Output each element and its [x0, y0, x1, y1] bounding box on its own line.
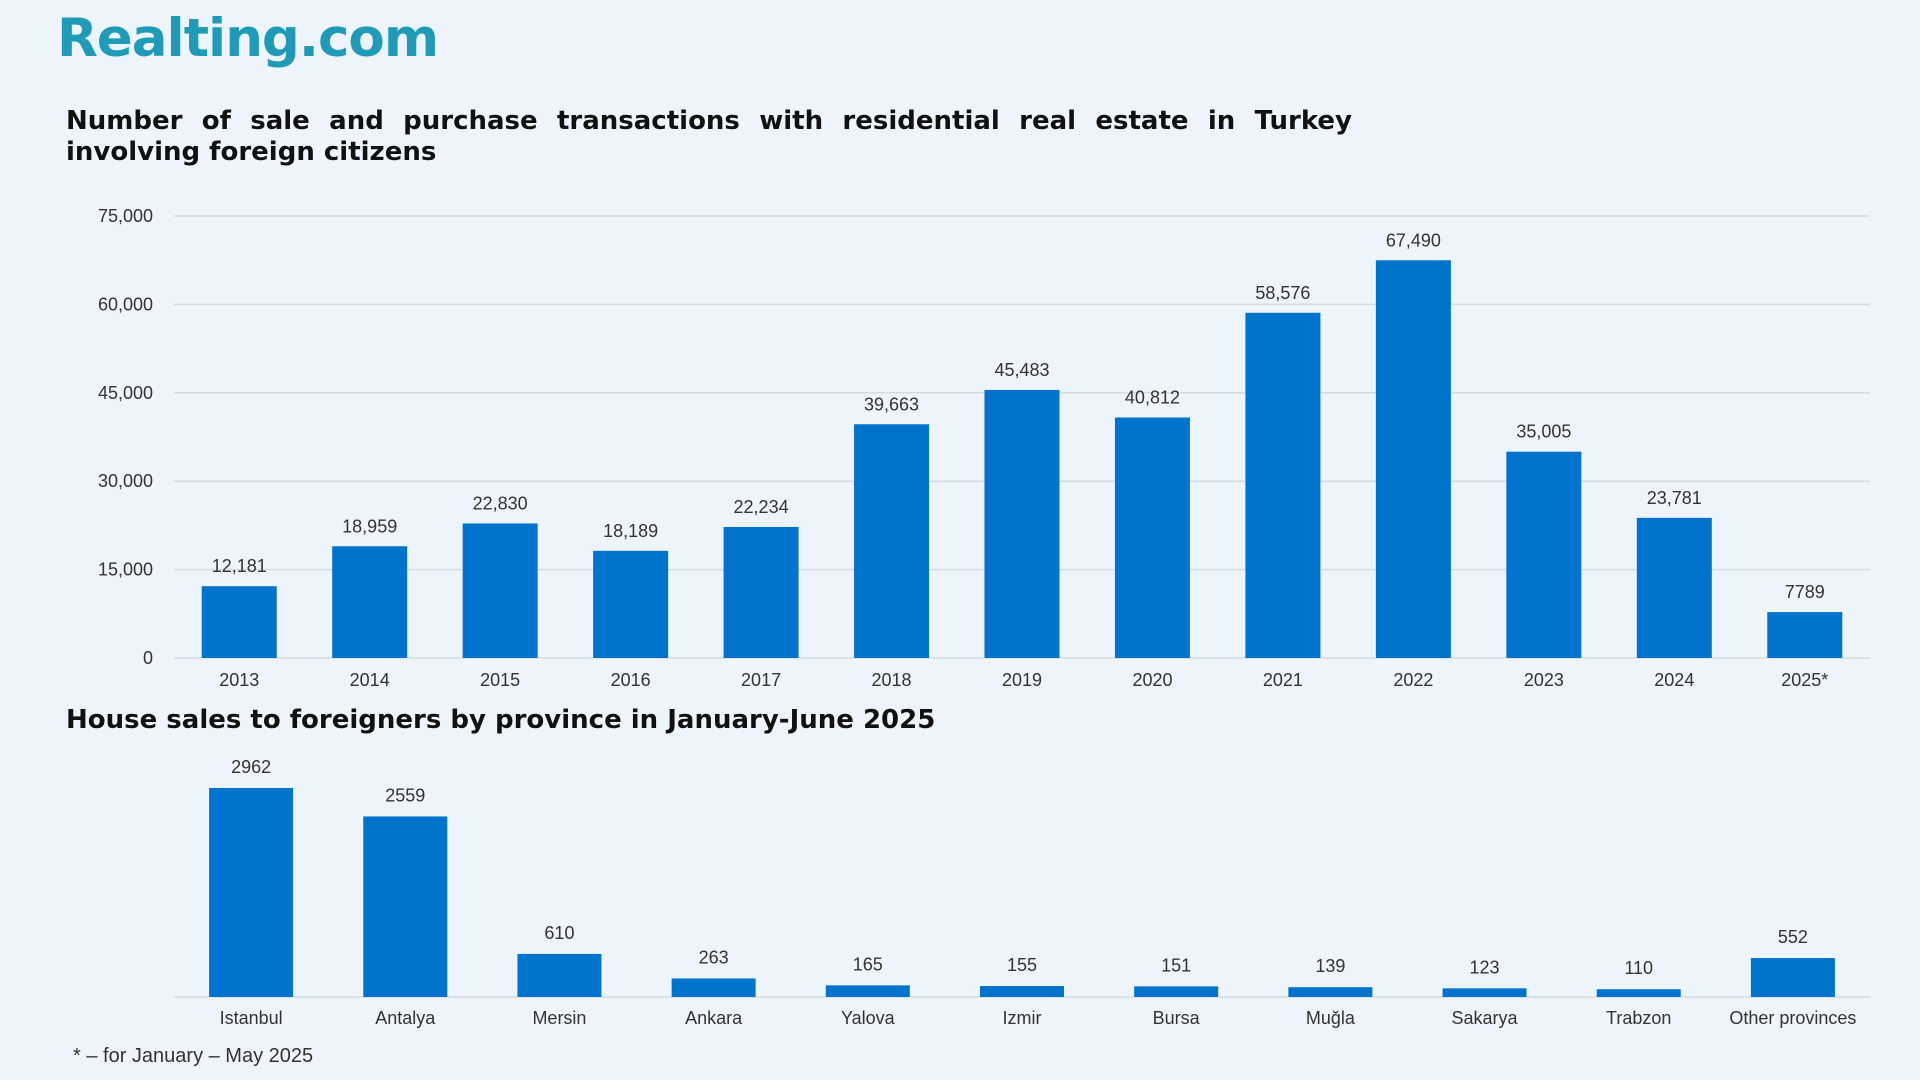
data-label: 151	[1161, 955, 1191, 975]
x-tick-label: 2021	[1263, 670, 1303, 690]
chart1-plot: 0 15,000 30,000 45,000 60,000 75,000 12,181 201…	[98, 206, 1870, 690]
x-tick-label: Trabzon	[1606, 1008, 1671, 1028]
x-tick-label: Muğla	[1306, 1008, 1356, 1028]
x-tick-label: 2022	[1393, 670, 1433, 690]
bar	[209, 788, 294, 997]
bar	[1750, 958, 1835, 997]
data-label: 610	[544, 923, 574, 943]
bar	[1636, 517, 1712, 658]
x-tick-label: 2020	[1132, 670, 1172, 690]
data-label: 58,576	[1255, 283, 1310, 303]
data-label: 263	[699, 947, 729, 967]
x-tick-label: 2024	[1654, 670, 1694, 690]
bar	[517, 953, 602, 997]
data-label: 123	[1470, 957, 1500, 977]
bar	[723, 526, 799, 658]
data-label: 39,663	[864, 394, 919, 414]
x-tick-label: Ankara	[685, 1008, 743, 1028]
data-label: 12,181	[212, 556, 267, 576]
bar	[1245, 312, 1321, 658]
x-tick-label: Istanbul	[220, 1008, 283, 1028]
x-tick-label: 2025*	[1781, 670, 1828, 690]
data-label: 18,959	[342, 516, 397, 536]
footnote: * – for January – May 2025	[73, 1045, 314, 1067]
bar	[1767, 612, 1843, 658]
data-label: 67,490	[1386, 230, 1441, 250]
bar	[854, 424, 930, 658]
data-label: 2962	[231, 757, 271, 777]
data-label: 165	[853, 954, 883, 974]
bar	[1596, 989, 1681, 997]
chart2-plot: 2962 Istanbul 2559 Antalya 610 Mersin 263 Ankar…	[174, 757, 1870, 1028]
y-tick-label: 15,000	[98, 560, 153, 580]
data-label: 155	[1007, 955, 1037, 975]
bar	[363, 816, 448, 997]
data-label: 552	[1778, 927, 1808, 947]
data-label: 22,830	[473, 493, 528, 513]
bar	[462, 523, 538, 658]
x-tick-label: 2018	[872, 670, 912, 690]
x-tick-label: 2015	[480, 670, 520, 690]
x-tick-label: 2023	[1524, 670, 1564, 690]
data-label: 35,005	[1516, 422, 1571, 442]
data-label: 40,812	[1125, 387, 1180, 407]
bar	[332, 546, 408, 658]
bar	[1506, 451, 1582, 658]
bar	[201, 586, 277, 658]
x-tick-label: 2016	[611, 670, 651, 690]
bar	[1288, 987, 1373, 997]
data-label: 45,483	[994, 360, 1049, 380]
bar	[1134, 986, 1219, 997]
data-label: 23,781	[1647, 488, 1702, 508]
data-label: 2559	[385, 785, 425, 805]
data-label: 7789	[1785, 582, 1825, 602]
data-label: 110	[1624, 958, 1653, 978]
y-tick-label: 75,000	[98, 206, 153, 226]
bar	[1375, 260, 1451, 658]
data-label: 22,234	[734, 497, 789, 517]
bar	[825, 985, 910, 997]
x-tick-label: Yalova	[841, 1008, 896, 1028]
x-tick-label: Izmir	[1003, 1008, 1042, 1028]
x-tick-label: Bursa	[1153, 1008, 1201, 1028]
x-tick-label: Other provinces	[1729, 1008, 1856, 1028]
x-tick-label: 2014	[350, 670, 390, 690]
bar	[1442, 988, 1527, 997]
chart1-title: Number of sale and purchase transactions…	[66, 106, 1352, 167]
x-tick-label: 2017	[741, 670, 781, 690]
bar	[984, 389, 1060, 658]
chart2-title: House sales to foreigners by province in…	[66, 705, 936, 735]
bar	[1114, 417, 1190, 658]
data-label: 139	[1315, 956, 1345, 976]
bar	[671, 978, 756, 997]
y-tick-label: 0	[143, 648, 153, 668]
data-label: 18,189	[603, 521, 658, 541]
bar	[593, 550, 669, 658]
bar	[980, 986, 1064, 997]
x-tick-label: Antalya	[375, 1008, 436, 1028]
x-tick-label: 2019	[1002, 670, 1042, 690]
x-tick-label: 2013	[219, 670, 259, 690]
x-tick-label: Sakarya	[1452, 1008, 1519, 1028]
x-tick-label: Mersin	[532, 1008, 586, 1028]
y-tick-label: 45,000	[98, 383, 153, 403]
y-tick-label: 60,000	[98, 294, 153, 314]
y-tick-label: 30,000	[98, 471, 153, 491]
brand-logo: Realting.com	[57, 8, 439, 69]
